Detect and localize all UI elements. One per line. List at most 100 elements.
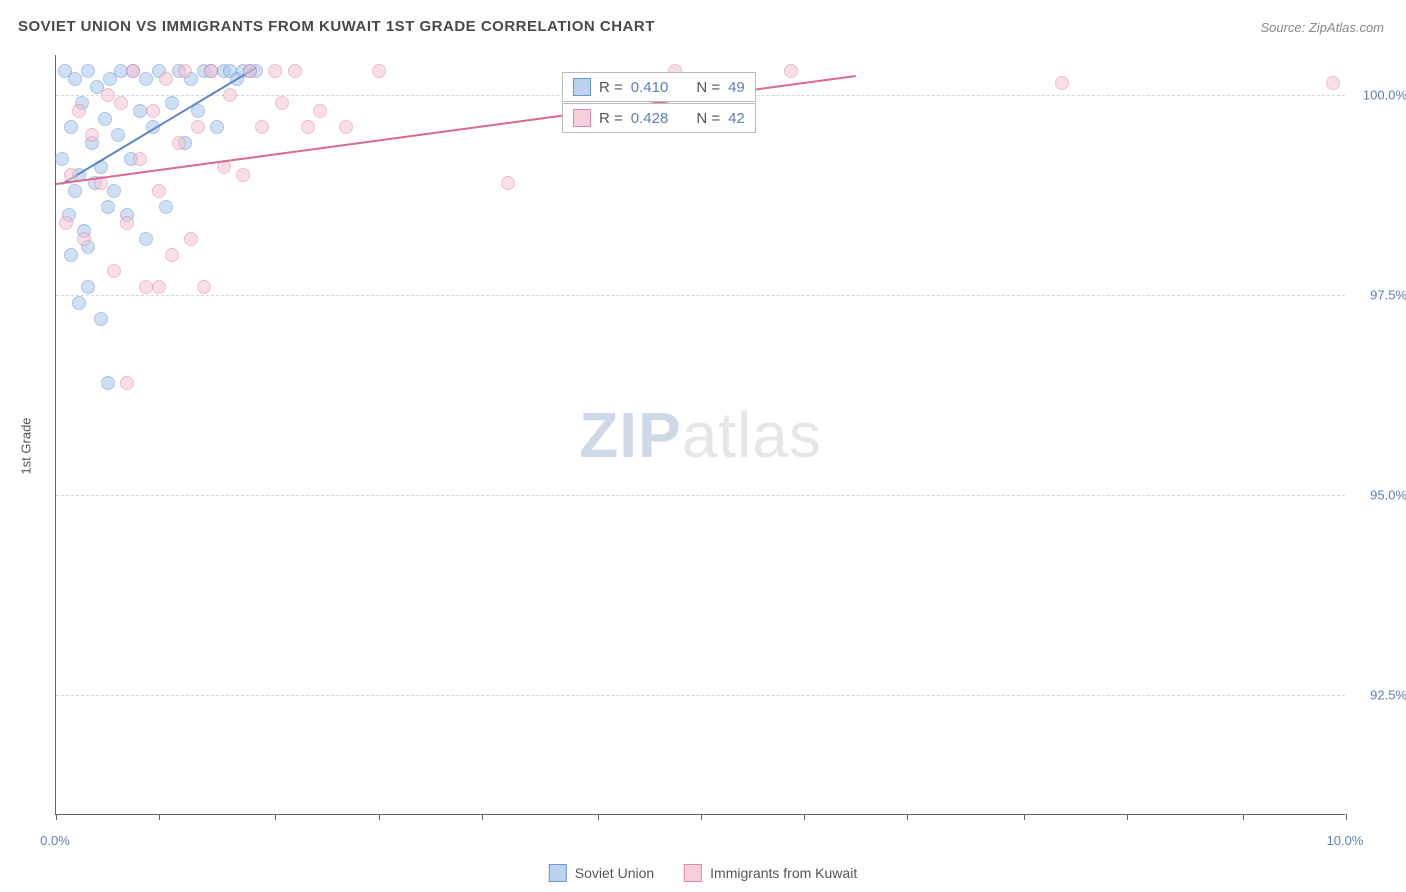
gridline [56,695,1345,696]
swatch-icon [573,109,591,127]
data-point [784,64,798,78]
x-tick [701,814,702,820]
data-point [101,200,115,214]
data-point [275,96,289,110]
data-point [178,64,192,78]
x-tick [1127,814,1128,820]
data-point [81,280,95,294]
data-point [139,72,153,86]
data-point [107,264,121,278]
x-tick [56,814,57,820]
data-point [159,72,173,86]
data-point [204,64,218,78]
x-tick [275,814,276,820]
data-point [197,280,211,294]
x-tick [379,814,380,820]
data-point [98,112,112,126]
correlation-stat-box: R = 0.410 N = 49 [562,72,756,102]
data-point [64,248,78,262]
data-point [1326,76,1340,90]
data-point [120,376,134,390]
legend-item: Soviet Union [549,864,654,882]
data-point [501,176,515,190]
data-point [152,280,166,294]
data-point [59,216,73,230]
data-point [94,312,108,326]
data-point [288,64,302,78]
x-tick [159,814,160,820]
data-point [114,96,128,110]
x-tick-label: 0.0% [40,833,70,848]
r-label: R = [599,79,623,96]
data-point [191,120,205,134]
data-point [223,88,237,102]
data-point [313,104,327,118]
data-point [133,104,147,118]
r-label: R = [599,110,623,127]
swatch-icon [684,864,702,882]
watermark: ZIPatlas [579,398,822,472]
gridline [56,495,1345,496]
data-point [133,152,147,166]
y-tick-label: 97.5% [1370,288,1406,303]
x-tick [598,814,599,820]
data-point [72,296,86,310]
legend-label: Soviet Union [575,865,654,881]
gridline [56,295,1345,296]
data-point [120,216,134,230]
r-value: 0.428 [631,110,669,127]
data-point [139,232,153,246]
data-point [184,232,198,246]
x-tick [1346,814,1347,820]
data-point [107,184,121,198]
data-point [210,120,224,134]
data-point [68,184,82,198]
data-point [85,128,99,142]
n-value: 42 [728,110,745,127]
n-value: 49 [728,79,745,96]
data-point [126,64,140,78]
y-tick-label: 92.5% [1370,688,1406,703]
data-point [81,64,95,78]
data-point [372,64,386,78]
data-point [68,72,82,86]
x-tick [1243,814,1244,820]
n-label: N = [696,110,720,127]
r-value: 0.410 [631,79,669,96]
data-point [236,168,250,182]
data-point [64,120,78,134]
n-label: N = [696,79,720,96]
data-point [268,64,282,78]
data-point [159,200,173,214]
correlation-stat-box: R = 0.428 N = 42 [562,103,756,133]
x-tick [1024,814,1025,820]
data-point [172,136,186,150]
x-tick [907,814,908,820]
data-point [243,64,257,78]
y-axis-label: 1st Grade [19,417,34,474]
data-point [101,376,115,390]
swatch-icon [549,864,567,882]
data-point [55,152,69,166]
x-tick [804,814,805,820]
data-point [101,88,115,102]
data-point [72,104,86,118]
data-point [339,120,353,134]
chart-title: SOVIET UNION VS IMMIGRANTS FROM KUWAIT 1… [18,18,655,35]
data-point [301,120,315,134]
data-point [111,128,125,142]
data-point [165,96,179,110]
legend-label: Immigrants from Kuwait [710,865,857,881]
x-tick [482,814,483,820]
y-tick-label: 95.0% [1370,488,1406,503]
swatch-icon [573,78,591,96]
plot-area: ZIPatlas 92.5%95.0%97.5%100.0% [55,55,1345,815]
x-tick-label: 10.0% [1327,833,1364,848]
data-point [165,248,179,262]
y-tick-label: 100.0% [1363,88,1406,103]
data-point [146,104,160,118]
data-point [114,64,128,78]
data-point [255,120,269,134]
data-point [1055,76,1069,90]
source-attribution: Source: ZipAtlas.com [1260,20,1384,35]
